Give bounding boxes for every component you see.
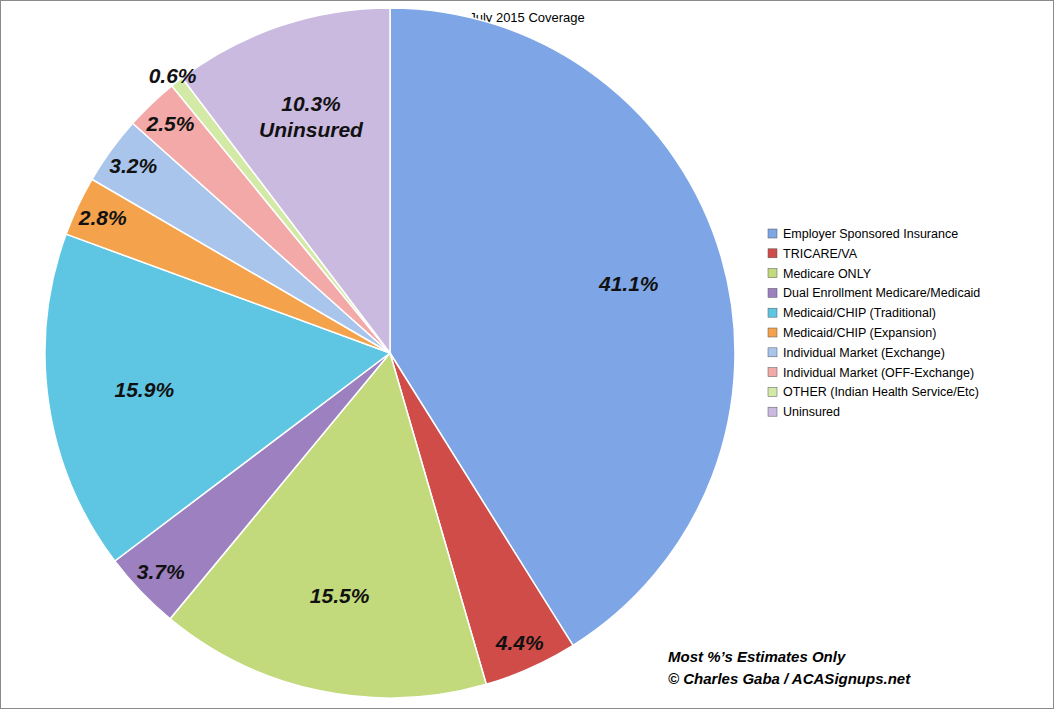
legend-label: Individual Market (OFF-Exchange) <box>783 366 974 380</box>
data-label: 41.1% <box>598 272 659 295</box>
legend-swatch <box>768 269 777 278</box>
legend-label: Individual Market (Exchange) <box>783 346 945 360</box>
chart-svg: July 2015 Coverage41.1%4.4%15.5%3.7%15.9… <box>0 0 1054 709</box>
data-label-line: 15.9% <box>115 378 175 401</box>
data-label-line: 15.5% <box>310 584 370 607</box>
data-label-line: 2.8% <box>78 206 127 229</box>
data-label: 2.8% <box>78 206 127 229</box>
data-label-line: 0.6% <box>149 64 197 87</box>
data-labels: 41.1% 4.4% 15.5% 3.7% 15.9% 2.8% 3.2% 2.5% 0.6% 1… <box>78 64 659 653</box>
legend-swatch <box>768 368 777 377</box>
legend-swatch <box>768 229 777 238</box>
legend-label: Medicaid/CHIP (Expansion) <box>783 326 936 340</box>
data-label: 4.4% <box>495 631 544 654</box>
data-label-line: 2.5% <box>146 112 195 135</box>
pie <box>45 8 735 698</box>
data-label: 3.7% <box>137 560 185 583</box>
legend-swatch <box>768 308 777 317</box>
pie-slice <box>182 8 390 353</box>
legend-swatch <box>768 249 777 258</box>
annotation: Most %’s Estimates Only <box>668 648 846 665</box>
legend-label: OTHER (Indian Health Service/Etc) <box>783 385 979 399</box>
data-label: 2.5% <box>146 112 195 135</box>
legend-label: Dual Enrollment Medicare/Medicaid <box>783 286 980 300</box>
data-label-line: 3.7% <box>137 560 185 583</box>
legend: Employer Sponsored Insurance TRICARE/VA Me… <box>768 227 980 419</box>
data-label-line: 41.1% <box>598 272 659 295</box>
legend-swatch <box>768 387 777 396</box>
legend-label: Employer Sponsored Insurance <box>783 227 958 241</box>
legend-swatch <box>768 328 777 337</box>
data-label-line: Uninsured <box>259 118 364 141</box>
legend-label: Medicaid/CHIP (Traditional) <box>783 306 936 320</box>
data-label: 15.9% <box>115 378 175 401</box>
legend-label: Medicare ONLY <box>783 267 872 281</box>
legend-label: TRICARE/VA <box>783 247 858 261</box>
legend-swatch <box>768 288 777 297</box>
data-label: 10.3% Uninsured <box>259 92 364 141</box>
data-label: 0.6% <box>149 64 197 87</box>
data-label-line: 10.3% <box>281 92 341 115</box>
legend-swatch <box>768 407 777 416</box>
data-label: 15.5% <box>310 584 370 607</box>
chart-container: July 2015 Coverage41.1%4.4%15.5%3.7%15.9… <box>0 0 1054 709</box>
data-label-line: 3.2% <box>109 154 157 177</box>
legend-label: Uninsured <box>783 405 840 419</box>
data-label: 3.2% <box>109 154 157 177</box>
data-label-line: 4.4% <box>495 631 544 654</box>
legend-swatch <box>768 348 777 357</box>
chart-frame <box>1 1 1054 709</box>
annotation: © Charles Gaba / ACASignups.net <box>668 670 911 687</box>
